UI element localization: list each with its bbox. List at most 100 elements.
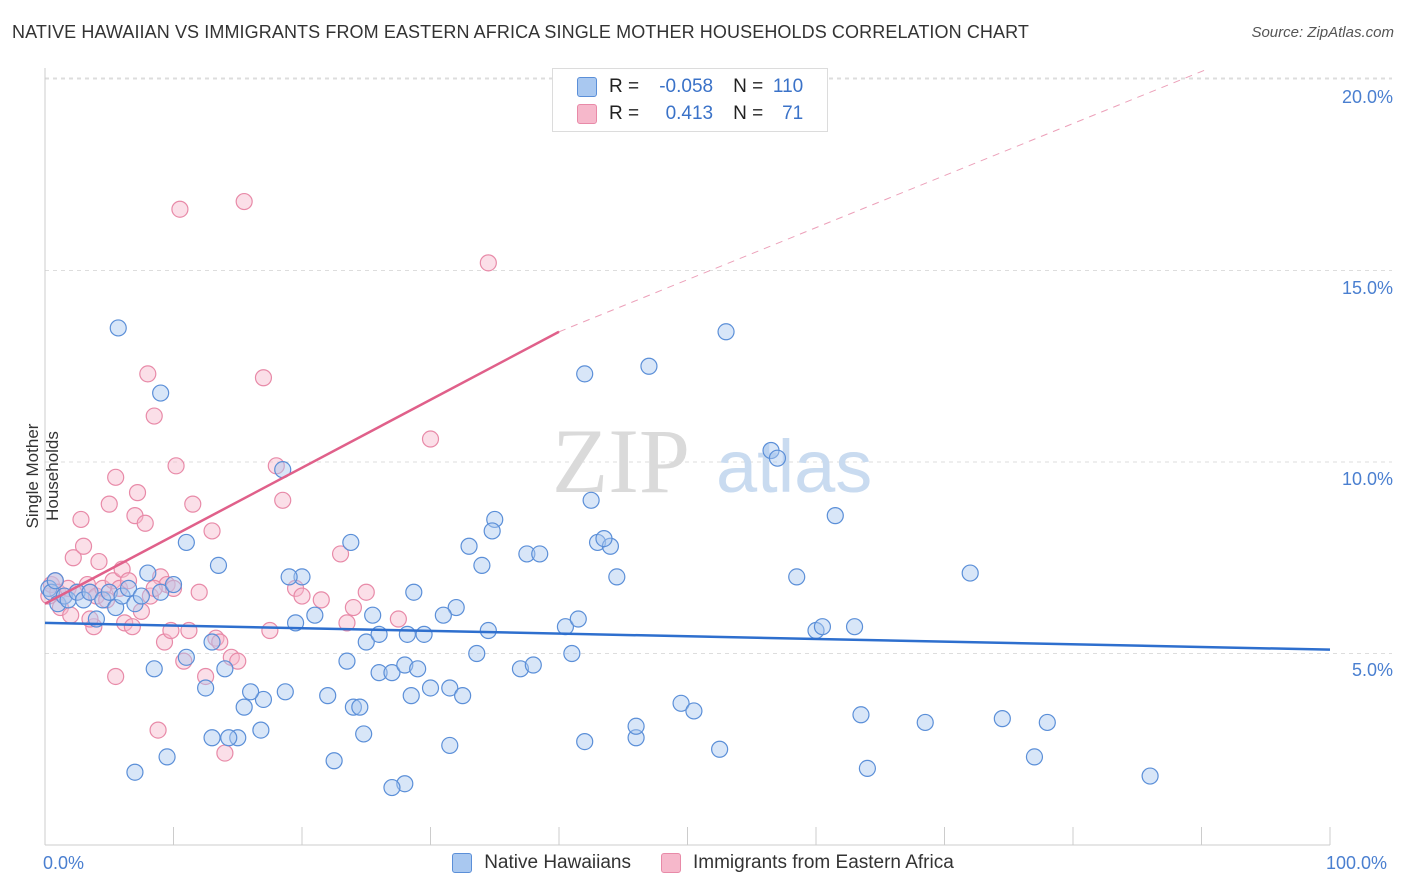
- data-point: [1025, 748, 1044, 766]
- data-point: [483, 522, 501, 540]
- data-point: [128, 484, 147, 502]
- n-value-immigrants-eastern-africa: 71: [782, 103, 804, 124]
- data-point: [531, 545, 549, 563]
- data-point: [90, 552, 108, 571]
- data-point: [235, 192, 253, 211]
- data-point: [364, 606, 382, 624]
- data-point: [145, 660, 163, 678]
- y-tick-label: 15.0%: [1341, 278, 1393, 298]
- data-point: [1141, 767, 1159, 785]
- data-point: [672, 694, 690, 712]
- data-point: [107, 667, 125, 686]
- data-point: [139, 365, 157, 383]
- data-point: [389, 610, 407, 628]
- data-point: [993, 710, 1011, 728]
- data-point: [203, 729, 221, 747]
- data-point: [434, 606, 452, 624]
- data-point: [788, 568, 806, 586]
- data-point: [220, 729, 238, 747]
- data-point: [473, 556, 491, 575]
- data-point: [100, 495, 118, 513]
- legend-swatch-blue: [577, 77, 597, 97]
- data-point: [216, 660, 234, 678]
- data-point: [396, 775, 414, 793]
- data-point: [100, 583, 118, 601]
- data-point: [415, 625, 433, 643]
- data-point: [152, 384, 170, 402]
- data-point: [109, 319, 127, 337]
- data-point: [261, 621, 279, 640]
- n-value-native-hawaiians: 110: [772, 76, 804, 97]
- correlation-legend: R = -0.058 N = 110 R = 0.413 N = 71: [552, 68, 828, 132]
- data-point: [116, 614, 134, 632]
- data-point: [123, 618, 141, 636]
- r-value-native-hawaiians: -0.058: [659, 76, 714, 97]
- legend-row-native-hawaiians: R = -0.058 N = 110: [577, 75, 803, 99]
- data-point: [370, 664, 388, 682]
- data-point: [768, 449, 787, 467]
- data-point: [158, 748, 176, 766]
- data-point: [139, 564, 157, 582]
- legend-item-native-hawaiians: Native Hawaiians: [452, 852, 631, 874]
- data-point: [107, 468, 125, 486]
- data-point: [421, 430, 440, 448]
- data-point: [177, 533, 195, 552]
- data-point: [627, 717, 645, 735]
- series-native-hawaiians-points: [40, 319, 1159, 797]
- data-point: [119, 579, 138, 597]
- data-point: [640, 357, 658, 375]
- data-point: [852, 706, 870, 724]
- n-label: N =: [733, 76, 764, 97]
- r-value-immigrants-eastern-africa: 0.413: [665, 103, 714, 124]
- data-point: [252, 721, 270, 739]
- data-point: [1038, 713, 1056, 732]
- x-tick-label: 0.0%: [43, 853, 85, 873]
- data-point: [197, 679, 215, 697]
- data-point: [524, 656, 542, 674]
- data-point: [813, 618, 832, 636]
- data-point: [342, 533, 360, 552]
- r-label: R =: [609, 103, 640, 124]
- data-point: [355, 725, 373, 743]
- data-point: [576, 365, 594, 383]
- data-point: [242, 683, 260, 701]
- data-point: [351, 698, 369, 716]
- data-point: [711, 740, 729, 758]
- data-point: [454, 687, 472, 705]
- data-point: [312, 591, 330, 609]
- data-point: [338, 614, 356, 632]
- n-label: N =: [733, 103, 764, 124]
- watermark-zip: ZIP: [552, 410, 690, 512]
- legend-swatch-blue: [452, 853, 473, 873]
- trend-line-immigrants-eastern-africa: [44, 330, 560, 605]
- x-tick-label: 100.0%: [1326, 853, 1388, 873]
- data-point: [62, 606, 80, 624]
- data-point: [441, 736, 459, 755]
- data-point: [518, 545, 536, 563]
- data-point: [132, 587, 150, 605]
- trend-line-native-hawaiians: [44, 621, 1331, 651]
- y-tick-label: 5.0%: [1351, 660, 1393, 680]
- data-point: [338, 652, 356, 670]
- legend-label: Native Hawaiians: [484, 852, 631, 873]
- series-immigrants-eastern-africa-points: [40, 192, 497, 762]
- data-point: [344, 598, 362, 617]
- data-point: [145, 407, 163, 425]
- legend-swatch-pink: [661, 853, 681, 873]
- data-point: [331, 545, 350, 563]
- data-point: [511, 660, 530, 678]
- data-point: [441, 679, 459, 697]
- data-point: [81, 583, 99, 601]
- data-point: [402, 687, 420, 705]
- data-point: [405, 583, 423, 601]
- data-point: [576, 732, 594, 751]
- data-point: [563, 644, 581, 663]
- chart-title: NATIVE HAWAIIAN VS IMMIGRANTS FROM EASTE…: [12, 22, 1029, 42]
- data-point: [468, 644, 486, 663]
- legend-label: Immigrants from Eastern Africa: [693, 852, 954, 873]
- data-point: [167, 457, 185, 475]
- data-point: [64, 549, 82, 567]
- data-point: [421, 679, 440, 697]
- data-point: [460, 537, 478, 555]
